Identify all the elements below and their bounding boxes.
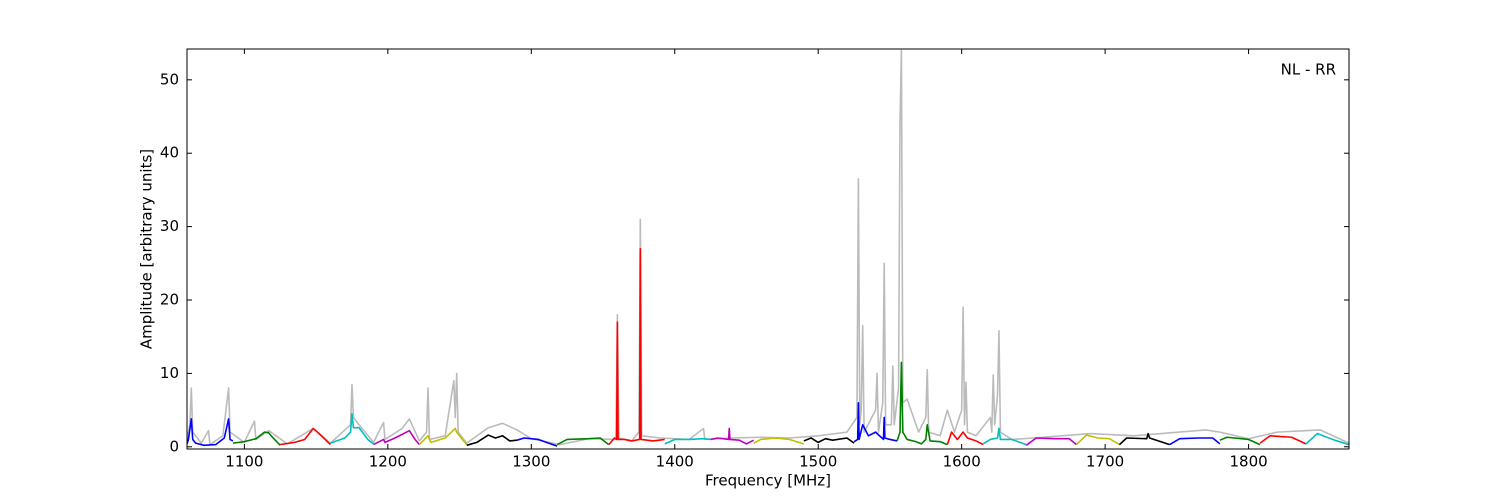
series-line <box>187 49 1349 446</box>
series-line <box>232 431 281 446</box>
x-tick-label: 1100 <box>225 453 263 471</box>
y-tick-label: 40 <box>160 144 179 162</box>
y-axis-label: Amplitude [arbitrary units] <box>138 149 156 349</box>
series-line <box>418 427 468 446</box>
annotation: NL - RR <box>1281 61 1336 79</box>
series-line <box>853 401 898 443</box>
series-line <box>1259 434 1307 445</box>
y-tick-label: 0 <box>169 437 179 455</box>
series-line <box>516 437 558 447</box>
y-tick-label: 10 <box>160 364 179 382</box>
series-line <box>373 429 421 446</box>
x-tick-label: 1800 <box>1229 453 1267 471</box>
series-line <box>1025 437 1077 446</box>
series-line <box>1075 434 1120 446</box>
y-tick-label: 30 <box>160 217 179 235</box>
series-line <box>556 437 610 446</box>
series-line <box>664 437 711 445</box>
x-tick-label: 1400 <box>656 453 694 471</box>
series-line <box>1169 437 1221 446</box>
y-tick-label: 20 <box>160 291 179 309</box>
series-line <box>466 434 518 447</box>
series-line <box>982 427 1027 446</box>
series-line <box>803 437 855 444</box>
series-line <box>753 437 805 445</box>
plot-lines <box>187 49 1349 447</box>
series-line <box>280 427 332 446</box>
series-line <box>946 431 984 446</box>
series-line <box>1219 436 1261 446</box>
x-tick-label: 1500 <box>799 453 837 471</box>
x-tick-label: 1200 <box>369 453 407 471</box>
series-line <box>896 361 948 446</box>
series-line <box>710 427 755 445</box>
series-line <box>608 247 665 446</box>
series-line <box>187 418 234 447</box>
series-line <box>1305 432 1349 446</box>
x-axis-label: Frequency [MHz] <box>705 472 831 490</box>
x-tick-label: 1700 <box>1086 453 1124 471</box>
y-tick-label: 50 <box>160 70 179 88</box>
x-tick-label: 1300 <box>512 453 550 471</box>
series-line <box>330 412 374 445</box>
series-line <box>1118 432 1170 446</box>
plot-frame <box>186 48 1350 450</box>
x-tick-label: 1600 <box>943 453 981 471</box>
